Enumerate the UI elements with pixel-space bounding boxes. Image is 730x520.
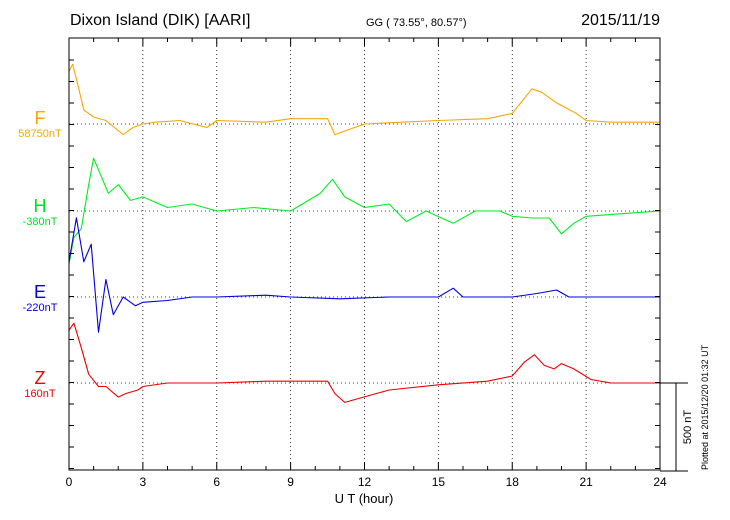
trace-f	[68, 63, 660, 136]
trace-e	[68, 217, 660, 333]
trace-h	[68, 157, 661, 264]
trace-name-z: Z	[34, 368, 46, 388]
grid-layer	[69, 38, 660, 470]
trace-label-h: H -380nT	[10, 196, 70, 229]
x-tick-label: 6	[213, 475, 220, 489]
trace-baseline-h: -380nT	[22, 216, 58, 228]
trace-baseline-e: -220nT	[22, 302, 58, 314]
x-tick-label: 0	[66, 475, 73, 489]
x-tick-label: 3	[140, 475, 147, 489]
x-tick-label: 9	[287, 475, 294, 489]
x-tick-label: 24	[653, 475, 667, 489]
trace-label-f: F 58750nT	[10, 108, 70, 141]
scale-bar: 500 nT	[660, 382, 694, 472]
x-axis-label: U T (hour)	[335, 491, 394, 506]
trace-name-h: H	[33, 196, 47, 216]
station-title: Dixon Island (DIK) [AARI]	[70, 12, 251, 29]
trace-name-e: E	[33, 282, 46, 302]
coordinates-label: GG ( 73.55°, 80.57°)	[366, 17, 467, 29]
scale-bar-label: 500 nT	[682, 410, 694, 445]
x-tick-label: 15	[432, 475, 446, 489]
trace-z	[68, 322, 660, 403]
trace-name-f: F	[34, 108, 46, 128]
trace-label-e: E -220nT	[10, 282, 70, 315]
axis-layer: 0 3 6 9 12 15 18 21 24	[66, 38, 667, 489]
series-layer	[68, 63, 661, 403]
trace-label-z: Z 160nT	[10, 368, 70, 401]
x-tick-label: 21	[579, 475, 593, 489]
trace-baseline-z: 160nT	[24, 388, 56, 400]
x-tick-label: 12	[358, 475, 372, 489]
x-tick-label: 18	[506, 475, 520, 489]
trace-baseline-f: 58750nT	[18, 128, 62, 140]
date-label: 2015/11/19	[581, 12, 660, 29]
